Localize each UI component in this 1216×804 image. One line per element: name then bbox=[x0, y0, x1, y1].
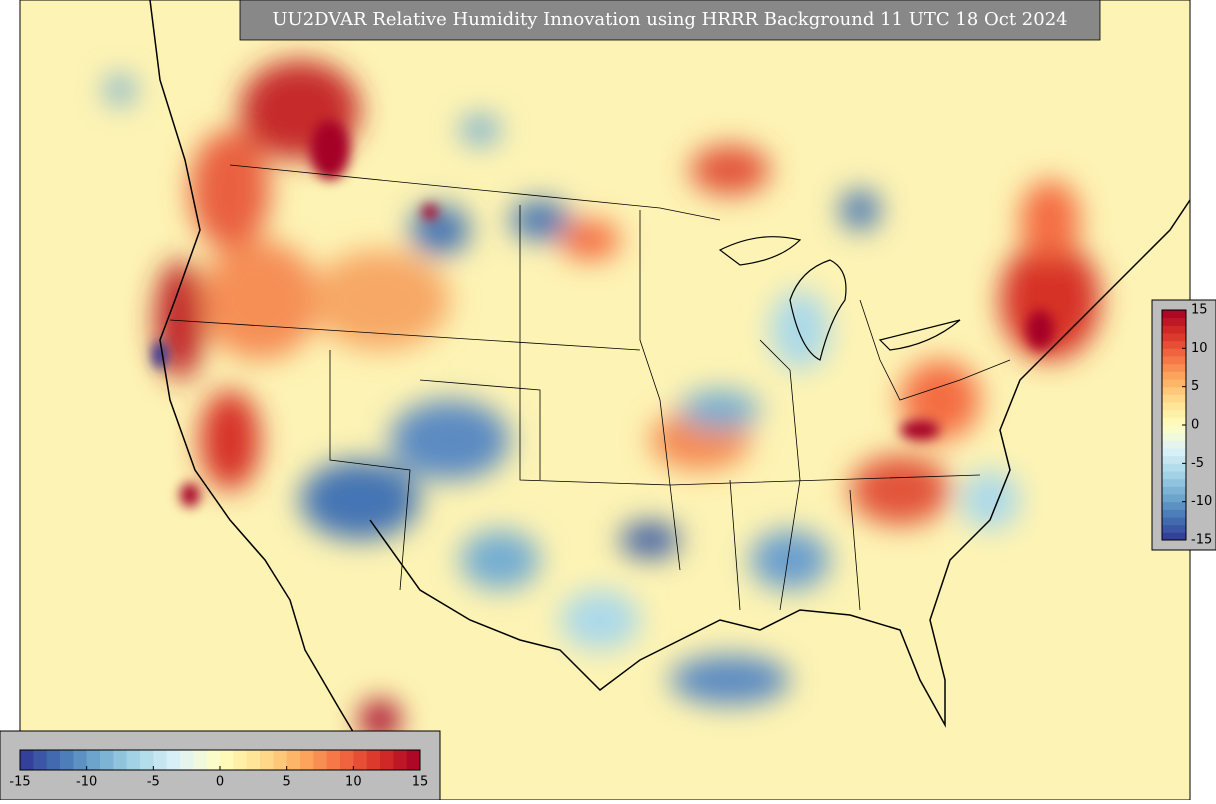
tick-label: -15 bbox=[1191, 533, 1212, 548]
colorbar-segment bbox=[20, 750, 34, 770]
colorbar-segment bbox=[326, 750, 341, 770]
tick-label: 5 bbox=[283, 775, 291, 790]
state-borders bbox=[169, 164, 1011, 611]
tick-label: 15 bbox=[1191, 303, 1208, 318]
colorbar-segment bbox=[406, 750, 421, 770]
colorbar-segment bbox=[313, 750, 328, 770]
coastline bbox=[149, 0, 1190, 761]
field-blobs bbox=[105, 60, 1100, 740]
tick-label: -5 bbox=[1191, 456, 1204, 471]
colorbar-segment bbox=[1162, 425, 1186, 434]
tick-label: 10 bbox=[1191, 341, 1208, 356]
colorbar-segment bbox=[220, 750, 234, 770]
colorbar-segment bbox=[153, 750, 168, 770]
colorbar-segment bbox=[1162, 486, 1186, 495]
colorbar-segment bbox=[1162, 371, 1186, 380]
colorbar-segment bbox=[140, 750, 154, 770]
great-lakes bbox=[718, 236, 961, 361]
tick-label: -15 bbox=[9, 775, 30, 790]
colorbar-segment bbox=[1162, 340, 1186, 349]
horizontal-colorbar: -15 -10 -5 0 5 10 15 bbox=[9, 749, 429, 790]
colorbar-segment bbox=[86, 750, 101, 770]
colorbar-segment bbox=[1162, 325, 1186, 334]
colorbar-segment bbox=[353, 750, 368, 770]
colorbar-segment bbox=[1162, 532, 1186, 541]
colorbar-segment bbox=[1162, 524, 1186, 533]
colorbar-segment bbox=[1162, 494, 1186, 503]
colorbar-segment bbox=[260, 750, 274, 770]
colorbar-segment bbox=[60, 750, 74, 770]
colorbar-segment bbox=[1162, 517, 1186, 526]
colorbar-segment bbox=[1162, 463, 1186, 472]
colorbar-segment bbox=[1162, 333, 1186, 342]
tick-label: 0 bbox=[1191, 418, 1199, 433]
colorbar-segment bbox=[286, 750, 301, 770]
colorbar-segment bbox=[1162, 448, 1186, 457]
colorbar-segment bbox=[73, 750, 88, 770]
tick-label: 5 bbox=[1191, 379, 1199, 394]
tick-label: 15 bbox=[412, 775, 429, 790]
colorbar-segment bbox=[100, 750, 114, 770]
tick-label: 0 bbox=[216, 775, 224, 790]
colorbar-segment bbox=[1162, 471, 1186, 480]
colorbar-segment bbox=[233, 750, 248, 770]
field-detail bbox=[152, 120, 1054, 507]
colorbar-segment bbox=[33, 750, 48, 770]
colorbar-segment bbox=[1162, 402, 1186, 411]
colorbar-segment bbox=[1162, 386, 1186, 395]
vertical-colorbar: -15 -10 -5 0 5 10 15 bbox=[1161, 303, 1212, 548]
innovation-field bbox=[20, 0, 1190, 800]
colorbar-segment bbox=[46, 750, 61, 770]
colorbar-segment bbox=[1162, 409, 1186, 418]
colorbar-segment bbox=[1162, 356, 1186, 365]
tick-label: -5 bbox=[147, 775, 160, 790]
colorbar-segment bbox=[166, 750, 181, 770]
colorbar-segment bbox=[1162, 440, 1186, 449]
title-box bbox=[239, 0, 1101, 41]
colorbar-segment bbox=[380, 750, 394, 770]
field-background bbox=[20, 0, 1190, 800]
colorbar-segment bbox=[1162, 379, 1186, 388]
colorbar-segment bbox=[300, 750, 314, 770]
colorbar-segment bbox=[393, 750, 408, 770]
tick-label: -10 bbox=[1191, 494, 1212, 509]
colorbar-segment bbox=[1162, 310, 1186, 319]
colorbar-segment bbox=[193, 750, 208, 770]
colorbar-segment bbox=[1162, 455, 1186, 464]
colorbar-segment bbox=[126, 750, 141, 770]
colorbar-segment bbox=[1162, 478, 1186, 487]
colorbar-segment bbox=[1162, 509, 1186, 518]
colorbar-segment bbox=[1162, 363, 1186, 372]
colorbar-segment bbox=[206, 750, 221, 770]
tick-label: 10 bbox=[345, 775, 362, 790]
colorbar-segment bbox=[1162, 348, 1186, 357]
tick-label: -10 bbox=[76, 775, 97, 790]
colorbar-segment bbox=[180, 750, 194, 770]
colorbar-segment bbox=[1162, 432, 1186, 441]
colorbar-segment bbox=[1162, 501, 1186, 510]
map-title: UU2DVAR Relative Humidity Innovation usi… bbox=[272, 9, 1067, 30]
colorbar-segment bbox=[273, 750, 288, 770]
colorbar-segment bbox=[1162, 317, 1186, 326]
colorbar-segment bbox=[1162, 394, 1186, 403]
colorbar-segment bbox=[366, 750, 381, 770]
colorbar-segment bbox=[246, 750, 261, 770]
colorbar-segment bbox=[113, 750, 128, 770]
colorbar-segment bbox=[340, 750, 354, 770]
colorbar-segment bbox=[1162, 417, 1186, 426]
